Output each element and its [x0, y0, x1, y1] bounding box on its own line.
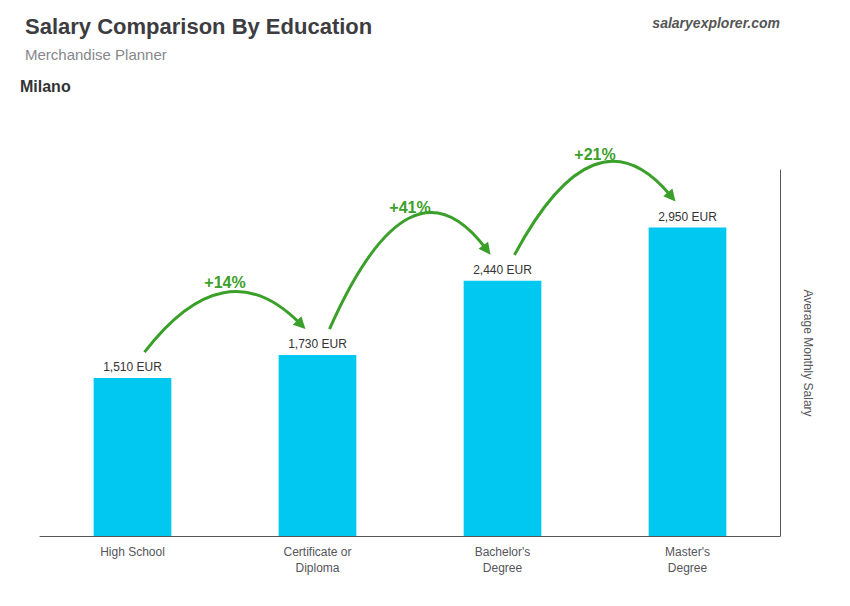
svg-text:2,950 EUR: 2,950 EUR: [658, 210, 717, 224]
svg-text:Salary Comparison By Education: Salary Comparison By Education: [25, 14, 372, 39]
svg-text:Merchandise Planner: Merchandise Planner: [25, 46, 167, 63]
svg-text:1,510 EUR: 1,510 EUR: [103, 360, 162, 374]
svg-text:Milano: Milano: [20, 78, 71, 95]
svg-text:Certificate or: Certificate or: [283, 545, 351, 559]
svg-text:Degree: Degree: [668, 561, 708, 575]
svg-text:Degree: Degree: [483, 561, 523, 575]
svg-text:Master's: Master's: [665, 545, 710, 559]
svg-text:Diploma: Diploma: [295, 561, 339, 575]
svg-text:Bachelor's: Bachelor's: [475, 545, 531, 559]
svg-text:2,440 EUR: 2,440 EUR: [473, 263, 532, 277]
svg-text:+14%: +14%: [204, 274, 245, 291]
svg-text:1,730 EUR: 1,730 EUR: [288, 337, 347, 351]
svg-text:+41%: +41%: [389, 199, 430, 216]
svg-text:+21%: +21%: [574, 146, 615, 163]
svg-text:Average Monthly Salary: Average Monthly Salary: [801, 289, 815, 416]
svg-text:salaryexplorer.com: salaryexplorer.com: [652, 15, 780, 31]
svg-text:High School: High School: [100, 545, 165, 559]
